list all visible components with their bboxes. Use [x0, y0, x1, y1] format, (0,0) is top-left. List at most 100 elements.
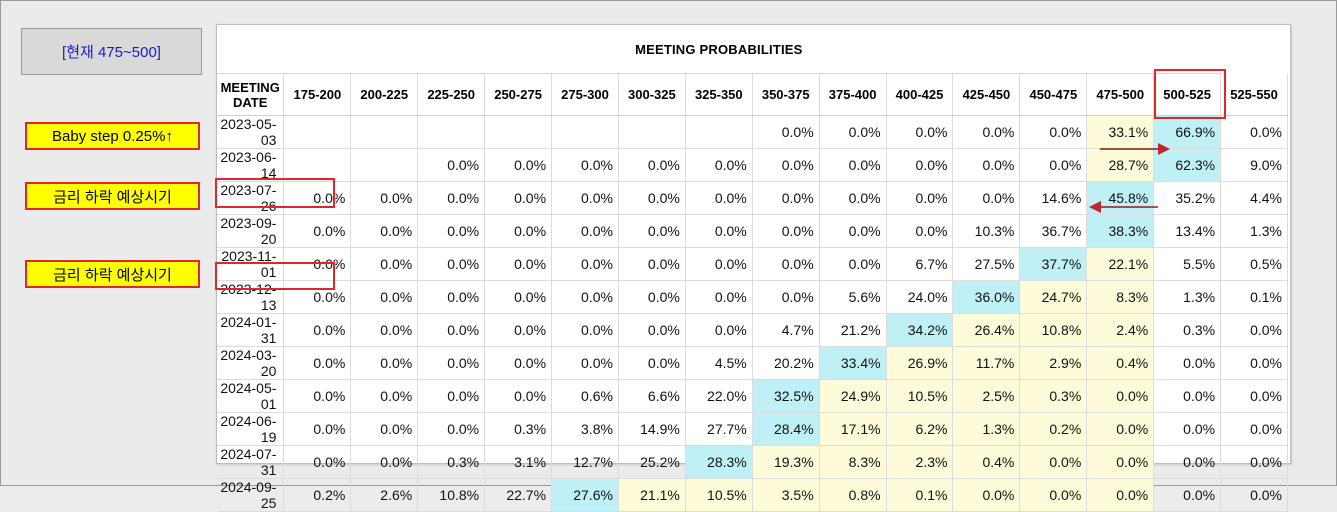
probability-cell: 4.7%	[752, 313, 820, 347]
probability-cell: 0.3%	[1019, 379, 1088, 413]
probability-cell: 2.6%	[350, 478, 419, 512]
meeting-date-cell: 2023-07-26	[217, 181, 285, 215]
probability-cell: 0.0%	[551, 346, 619, 380]
probability-cell: 0.2%	[1019, 412, 1088, 446]
probability-cell: 33.4%	[819, 346, 887, 380]
probability-cell: 21.2%	[819, 313, 887, 347]
probability-cell: 5.5%	[1153, 247, 1222, 281]
table-row: 2024-07-31 0.0% 0.0% 0.3% 3.1% 12.7% 25.2% 28.3…	[217, 445, 1288, 479]
probability-cell: 0.0%	[350, 445, 419, 479]
probability-cell: 34.2%	[886, 313, 954, 347]
probability-cell: 4.5%	[685, 346, 753, 380]
current-range-label: [현재 475~500]	[21, 28, 202, 75]
probability-cell: 0.2%	[283, 478, 352, 512]
probability-cell: 0.0%	[685, 214, 753, 248]
probability-cell: 20.2%	[752, 346, 820, 380]
probability-cell: 0.0%	[484, 148, 553, 182]
probability-cell: 8.3%	[1086, 280, 1155, 314]
probability-cell: 0.0%	[417, 379, 486, 413]
probability-cell: 27.7%	[685, 412, 753, 446]
probability-cell: 0.0%	[1019, 115, 1088, 149]
probability-cell: 0.0%	[886, 148, 954, 182]
probability-cell: 0.6%	[551, 379, 619, 413]
probability-cell: 9.0%	[1220, 148, 1288, 182]
probability-cell: 0.0%	[350, 379, 419, 413]
probability-cell: 38.3%	[1086, 214, 1155, 248]
probability-cell: 0.0%	[283, 247, 352, 281]
probability-cell: 0.0%	[618, 346, 686, 380]
probability-cell: 0.3%	[417, 445, 486, 479]
probability-cell: 22.7%	[484, 478, 553, 512]
probability-cell: 0.0%	[283, 445, 352, 479]
probability-cell: 0.0%	[1086, 478, 1155, 512]
probability-cell: 0.0%	[618, 247, 686, 281]
meeting-date-cell: 2023-11-01	[217, 247, 285, 281]
probability-cell: 0.0%	[952, 115, 1021, 149]
rate-cut-label-1: 금리 하락 예상시기	[25, 182, 200, 210]
probability-cell: 22.1%	[1086, 247, 1155, 281]
probability-cell: 0.0%	[886, 115, 954, 149]
probability-cell: 0.0%	[417, 148, 486, 182]
header-range: 400-425	[886, 73, 954, 116]
probability-cell	[685, 115, 753, 149]
meeting-date-cell: 2023-12-13	[217, 280, 285, 314]
probability-cell: 3.8%	[551, 412, 619, 446]
probability-cell: 37.7%	[1019, 247, 1088, 281]
probability-cell: 0.0%	[1220, 346, 1288, 380]
probability-cell: 2.5%	[952, 379, 1021, 413]
probability-cell: 0.0%	[283, 181, 352, 215]
probability-cell: 0.0%	[283, 379, 352, 413]
probability-cell: 6.6%	[618, 379, 686, 413]
probability-cell: 0.0%	[1086, 379, 1155, 413]
probability-cell: 14.9%	[618, 412, 686, 446]
probability-cell: 3.1%	[484, 445, 553, 479]
probability-cell: 10.3%	[952, 214, 1021, 248]
meeting-date-cell: 2024-09-25	[217, 478, 285, 512]
header-range: 200-225	[350, 73, 419, 116]
probability-cell: 0.0%	[350, 412, 419, 446]
probability-cell: 0.0%	[350, 214, 419, 248]
rate-cut-label-2: 금리 하락 예상시기	[25, 260, 200, 288]
probability-cell: 0.0%	[685, 280, 753, 314]
probability-cell: 0.0%	[819, 115, 887, 149]
probability-cell: 0.0%	[685, 313, 753, 347]
probability-cell: 66.9%	[1153, 115, 1222, 149]
header-range: 250-275	[484, 73, 553, 116]
probability-cell: 0.0%	[283, 346, 352, 380]
table-row: 2023-09-20 0.0% 0.0% 0.0% 0.0% 0.0% 0.0% 0.0% 0.…	[217, 214, 1288, 248]
meeting-date-cell: 2024-05-01	[217, 379, 285, 413]
probability-cell: 0.0%	[819, 148, 887, 182]
probability-cell: 0.0%	[752, 280, 820, 314]
probability-cell: 3.5%	[752, 478, 820, 512]
table-row: 2024-06-19 0.0% 0.0% 0.0% 0.3% 3.8% 14.9% 27.7%…	[217, 412, 1288, 446]
probability-cell: 0.5%	[1220, 247, 1288, 281]
probability-cell: 0.3%	[484, 412, 553, 446]
probability-cell: 0.0%	[484, 181, 553, 215]
probability-cell: 24.0%	[886, 280, 954, 314]
probability-cell: 0.0%	[283, 313, 352, 347]
probability-cell: 0.0%	[283, 214, 352, 248]
probability-cell: 0.0%	[1153, 346, 1222, 380]
probability-cell: 0.0%	[551, 280, 619, 314]
probability-cell: 0.0%	[551, 181, 619, 215]
header-range: 375-400	[819, 73, 887, 116]
probability-cell: 36.7%	[1019, 214, 1088, 248]
probability-cell: 1.3%	[1153, 280, 1222, 314]
probability-cell: 25.2%	[618, 445, 686, 479]
probability-cell: 0.0%	[1019, 478, 1088, 512]
header-range: 450-475	[1019, 73, 1088, 116]
probability-cell: 0.0%	[484, 379, 553, 413]
probability-cell: 0.0%	[551, 247, 619, 281]
probability-cell: 28.7%	[1086, 148, 1155, 182]
probability-cell: 0.0%	[417, 412, 486, 446]
probability-cell: 0.0%	[1086, 412, 1155, 446]
probability-cell: 10.5%	[886, 379, 954, 413]
probability-cell: 0.0%	[417, 214, 486, 248]
probability-cell: 0.0%	[752, 115, 820, 149]
probability-cell: 0.0%	[819, 181, 887, 215]
probability-cell: 0.0%	[618, 313, 686, 347]
probability-cell: 0.0%	[886, 181, 954, 215]
probability-cell: 0.0%	[1153, 412, 1222, 446]
probability-cell: 10.5%	[685, 478, 753, 512]
probability-cell: 33.1%	[1086, 115, 1155, 149]
